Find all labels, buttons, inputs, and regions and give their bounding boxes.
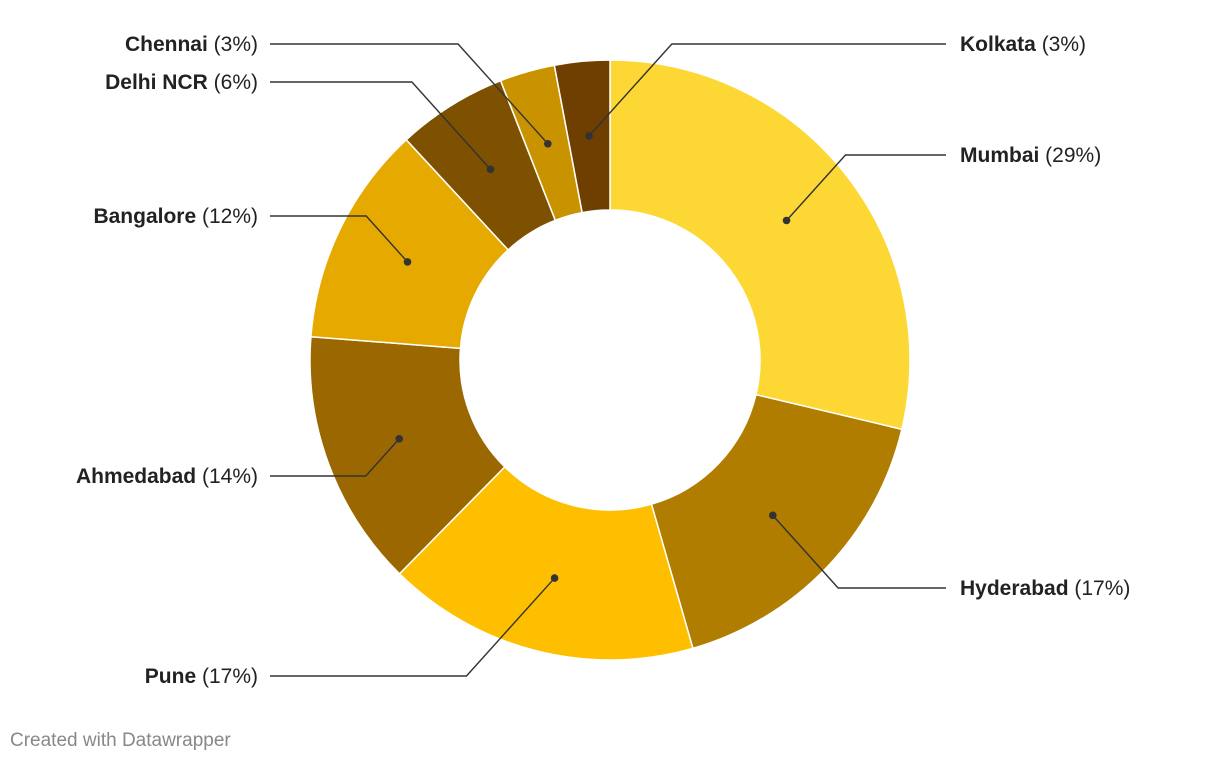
label-name: Ahmedabad	[76, 465, 196, 488]
leader-line-bangalore	[270, 215, 409, 263]
label-mumbai: Mumbai (29%)	[960, 144, 1101, 167]
label-delhi-ncr: Delhi NCR (6%)	[105, 71, 258, 94]
label-pune: Pune (17%)	[145, 665, 258, 688]
label-ahmedabad: Ahmedabad (14%)	[76, 465, 258, 488]
slice-hyderabad	[650, 393, 903, 650]
label-percent: (17%)	[1069, 577, 1131, 600]
label-name: Hyderabad	[960, 577, 1069, 600]
label-percent: (14%)	[196, 465, 258, 488]
slice-pune	[398, 465, 694, 661]
label-name: Chennai	[125, 33, 208, 56]
leader-line-mumbai	[786, 154, 946, 221]
label-name: Delhi NCR	[105, 71, 208, 94]
leader-line-ahmedabad	[270, 438, 400, 477]
label-name: Kolkata	[960, 33, 1036, 56]
leader-line-pune	[270, 577, 556, 677]
label-name: Bangalore	[93, 205, 196, 228]
slices-group	[309, 59, 911, 661]
label-percent: (6%)	[208, 71, 258, 94]
labels-group: Mumbai (29%)Hyderabad (17%)Pune (17%)Ahm…	[76, 33, 1130, 688]
leader-line-delhi-ncr	[270, 81, 492, 170]
slice-ahmedabad	[309, 335, 506, 575]
label-name: Pune	[145, 665, 196, 688]
label-percent: (3%)	[1036, 33, 1086, 56]
label-name: Mumbai	[960, 144, 1039, 167]
leader-line-hyderabad	[772, 514, 946, 589]
label-percent: (17%)	[196, 665, 258, 688]
label-percent: (29%)	[1039, 144, 1101, 167]
credit-text: Created with Datawrapper	[10, 730, 231, 751]
label-bangalore: Bangalore (12%)	[93, 205, 258, 228]
label-hyderabad: Hyderabad (17%)	[960, 577, 1130, 600]
label-chennai: Chennai (3%)	[125, 33, 258, 56]
label-percent: (3%)	[208, 33, 258, 56]
label-kolkata: Kolkata (3%)	[960, 33, 1086, 56]
slice-mumbai	[609, 59, 911, 431]
label-percent: (12%)	[196, 205, 258, 228]
slice-bangalore	[310, 138, 510, 350]
slice-kolkata	[553, 59, 611, 214]
leader-line-chennai	[270, 43, 549, 145]
leader-lines-group	[270, 43, 946, 677]
leader-line-kolkata	[588, 43, 946, 137]
